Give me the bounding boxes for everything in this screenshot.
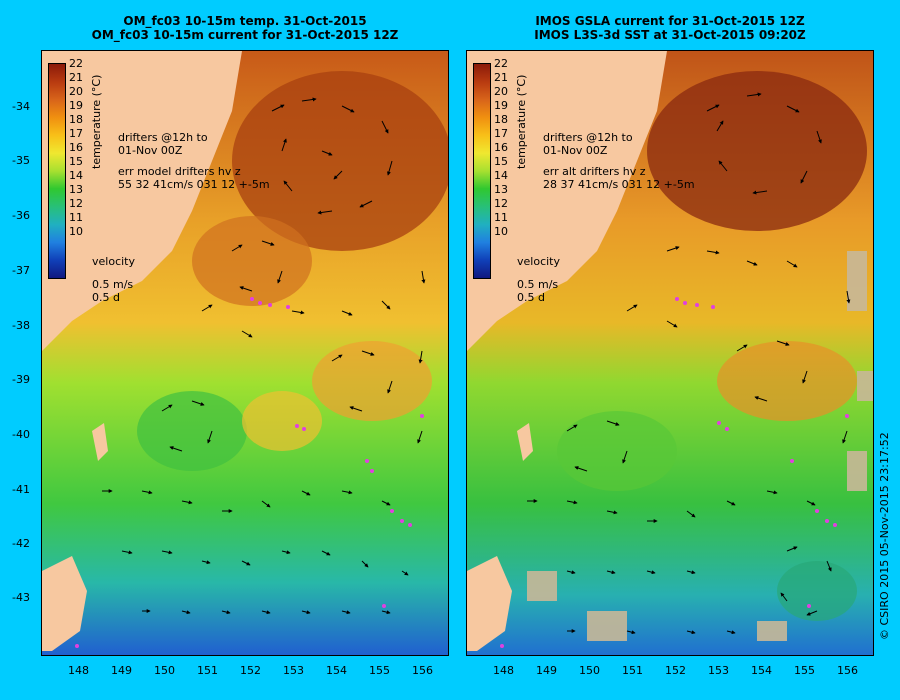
legend-line: drifters @12h to [118,131,208,144]
cb-tick: 18 [494,113,508,126]
cb-tick: 14 [69,169,83,182]
cb-tick: 15 [69,155,83,168]
lat-label: -37 [12,264,30,277]
lon-label: 154 [751,664,772,677]
cb-tick: 11 [69,211,83,224]
right-map: 22 21 20 19 18 17 16 15 14 13 12 11 10 t… [466,50,874,656]
right-current-vectors [527,92,851,635]
cb-tick: 22 [494,57,508,70]
cb-tick: 17 [69,127,83,140]
right-colorbar [473,63,491,279]
lat-label: -42 [12,537,30,550]
left-colorbar-labels: 22 21 20 19 18 17 16 15 14 13 12 11 10 [69,57,83,239]
lon-label: 155 [794,664,815,677]
right-title: IMOS GSLA current for 31-Oct-2015 12Z IM… [465,14,875,42]
right-legend-err: err alt drifters hv z 28 37 41cm/s 031 1… [543,165,695,191]
cb-tick: 21 [69,71,83,84]
velocity-scale: 0.5 m/s [517,278,559,291]
left-current-vectors [102,97,426,615]
left-title-line1: OM_fc03 10-15m temp. 31-Oct-2015 [123,14,367,28]
lat-label: -35 [12,154,30,167]
cb-tick: 11 [494,211,508,224]
cb-tick: 12 [494,197,508,210]
lat-label: -43 [12,591,30,604]
lat-label: -39 [12,373,30,386]
left-colorbar [48,63,66,279]
lon-label: 150 [154,664,175,677]
velocity-scale: 0.5 d [517,291,545,304]
right-cloud-mask [527,251,873,641]
lon-label: 154 [326,664,347,677]
lon-label: 149 [536,664,557,677]
cb-tick: 14 [494,169,508,182]
cb-tick: 17 [494,127,508,140]
cb-tick: 16 [494,141,508,154]
legend-line: 55 32 41cm/s 031 12 +-5m [118,178,270,191]
lon-label: 156 [412,664,433,677]
left-title: OM_fc03 10-15m temp. 31-Oct-2015 OM_fc03… [40,14,450,42]
lon-label: 153 [708,664,729,677]
velocity-scale: 0.5 d [92,291,120,304]
cb-tick: 18 [69,113,83,126]
cb-tick: 15 [494,155,508,168]
cb-tick: 21 [494,71,508,84]
right-title-line2: IMOS L3S-3d SST at 31-Oct-2015 09:20Z [534,28,806,42]
left-map: 22 21 20 19 18 17 16 15 14 13 12 11 10 t… [41,50,449,656]
left-map-canvas [42,51,448,655]
cb-tick: 16 [69,141,83,154]
lon-label: 148 [68,664,89,677]
lon-label: 151 [197,664,218,677]
right-map-canvas [467,51,873,655]
lon-label: 148 [493,664,514,677]
cb-tick: 12 [69,197,83,210]
lat-label: -36 [12,209,30,222]
left-drifters [75,297,424,648]
right-legend-velocity: velocity 0.5 m/s 0.5 d [517,255,560,304]
cb-tick: 13 [69,183,83,196]
left-legend-err: err model drifters hv z 55 32 41cm/s 031… [118,165,270,191]
right-legend-drifters: drifters @12h to 01-Nov 00Z [543,131,633,157]
velocity-label: velocity [517,255,560,268]
left-title-line2: OM_fc03 10-15m current for 31-Oct-2015 1… [91,28,399,42]
legend-line: 28 37 41cm/s 031 12 +-5m [543,178,695,191]
cb-tick: 19 [494,99,508,112]
velocity-label: velocity [92,255,135,268]
credit-text: © CSIRO 2015 05-Nov-2015 23:17:52 [878,432,891,640]
lon-label: 155 [369,664,390,677]
right-drifters [500,297,849,648]
legend-line: drifters @12h to [543,131,633,144]
right-colorbar-labels: 22 21 20 19 18 17 16 15 14 13 12 11 10 [494,57,508,239]
cb-tick: 10 [69,225,83,238]
left-colorbar-title: temperature (°C) [90,74,103,169]
cb-tick: 22 [69,57,83,70]
legend-line: 01-Nov 00Z [543,144,608,157]
lon-label: 152 [665,664,686,677]
lat-label: -40 [12,428,30,441]
cb-tick: 20 [494,85,508,98]
lat-label: -34 [12,100,30,113]
left-legend-drifters: drifters @12h to 01-Nov 00Z [118,131,208,157]
legend-line: err alt drifters hv z [543,165,646,178]
lon-label: 156 [837,664,858,677]
lon-label: 153 [283,664,304,677]
left-legend-velocity: velocity 0.5 m/s 0.5 d [92,255,135,304]
cb-tick: 19 [69,99,83,112]
lon-label: 151 [622,664,643,677]
lon-label: 150 [579,664,600,677]
velocity-scale: 0.5 m/s [92,278,134,291]
legend-line: err model drifters hv z [118,165,241,178]
lat-label: -41 [12,483,30,496]
cb-tick: 20 [69,85,83,98]
lon-label: 152 [240,664,261,677]
lat-label: -38 [12,319,30,332]
cb-tick: 10 [494,225,508,238]
legend-line: 01-Nov 00Z [118,144,183,157]
cb-tick: 13 [494,183,508,196]
lon-label: 149 [111,664,132,677]
right-title-line1: IMOS GSLA current for 31-Oct-2015 12Z [535,14,805,28]
right-colorbar-title: temperature (°C) [515,74,528,169]
